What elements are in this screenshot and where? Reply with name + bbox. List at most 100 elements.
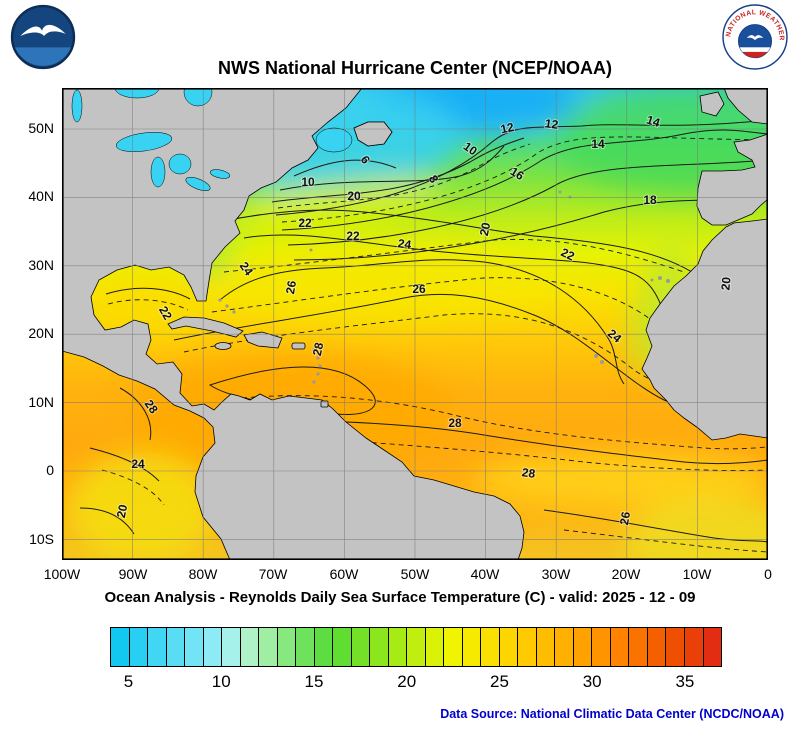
x-axis-label: 10W [682, 566, 712, 582]
contour-label: 20 [114, 503, 131, 519]
colorbar-block [406, 628, 425, 666]
y-axis-label: 30N [28, 257, 54, 273]
colorbar-block [165, 628, 185, 666]
contour-label: 28 [448, 416, 462, 430]
lake-michigan [150, 156, 166, 188]
x-axis-label: 80W [188, 566, 218, 582]
x-axis-label: 60W [329, 566, 359, 582]
colorbar-block [239, 628, 259, 666]
colorbar-tick-label: 35 [675, 672, 695, 691]
colorbar-block [147, 628, 166, 666]
seagull-icon [746, 35, 764, 41]
island-jamaica [214, 342, 232, 350]
colorbar-block [221, 628, 240, 666]
island-trinidad [320, 400, 329, 408]
lake-huron [168, 153, 192, 175]
landmasses [62, 88, 768, 560]
graticule [62, 88, 768, 560]
contour-label: 14 [645, 112, 662, 130]
colorbar-block [609, 628, 629, 666]
x-axis-label: 100W [43, 566, 81, 582]
gulf-of-st-lawrence [315, 127, 353, 153]
colorbar-block [461, 628, 481, 666]
contour-label: 18 [643, 193, 657, 207]
contour-label: 20 [718, 276, 733, 291]
james-bay [183, 88, 213, 107]
page-title: NWS National Hurricane Center (NCEP/NOAA… [217, 58, 613, 78]
lake-ontario [209, 169, 231, 179]
hudson-bay [114, 88, 160, 99]
colorbar-tick-label: 10 [211, 672, 231, 691]
contour-label: 28 [521, 465, 536, 481]
colorbar-block [332, 628, 351, 666]
colorbar-block [111, 628, 129, 666]
colorbar-block [665, 628, 684, 666]
y-axis-label: 40N [28, 188, 54, 204]
y-axis-label: 50N [28, 120, 54, 136]
x-axis-label: 70W [258, 566, 288, 582]
contour-label: 22 [298, 216, 312, 230]
y-axis-label: 10S [29, 531, 54, 547]
colorbar-block [350, 628, 370, 666]
noaa-logo-icon [10, 4, 76, 70]
colorbar-block [443, 628, 462, 666]
island-puerto-rico [291, 342, 306, 350]
colorbar-block [702, 628, 722, 666]
colorbar-block [480, 628, 499, 666]
lake-erie [185, 177, 211, 191]
colorbar-block [572, 628, 592, 666]
contour-label: 26 [617, 510, 633, 526]
contour-label: 28 [310, 341, 327, 357]
colorbar-tick-label: 5 [123, 672, 134, 691]
colorbar-block [535, 628, 555, 666]
x-axis-label: 50W [400, 566, 430, 582]
contour-label: 24 [131, 457, 145, 471]
contour-label: 22 [346, 229, 360, 243]
landmass-britain [723, 88, 768, 125]
colorbar [110, 627, 722, 667]
landmass-ireland [699, 91, 725, 117]
contour-label: 12 [544, 116, 559, 132]
colorbar-block [591, 628, 610, 666]
colorbar-block [184, 628, 203, 666]
colorbar-block [276, 628, 296, 666]
island-hispaniola [243, 331, 283, 349]
x-axis-label: 20W [611, 566, 641, 582]
colorbar-tick-label: 20 [397, 672, 417, 691]
y-axis-label: 20N [28, 325, 54, 341]
contour-label: 20 [347, 189, 361, 203]
nws-logo-icon: NATIONAL WEATHER SERVICE [722, 4, 788, 70]
landmass-europe [696, 133, 768, 226]
contour-label: 10 [301, 175, 315, 189]
colorbar-block [517, 628, 536, 666]
contour-label: 12 [499, 120, 515, 137]
island-newfoundland-top [353, 121, 393, 147]
colorbar-block [683, 628, 703, 666]
colorbar-tick-label: 15 [304, 672, 324, 691]
colorbar-block [387, 628, 407, 666]
colorbar-block [554, 628, 573, 666]
map-caption: Ocean Analysis - Reynolds Daily Sea Surf… [104, 589, 696, 606]
colorbar-tick-label: 30 [582, 672, 602, 691]
colorbar-block [369, 628, 388, 666]
x-axis-label: 40W [470, 566, 500, 582]
x-axis-label: 30W [541, 566, 571, 582]
landmass-americas [62, 88, 525, 560]
colorbar-block [258, 628, 277, 666]
contour-label: 20 [477, 221, 494, 237]
colorbar-block [128, 628, 148, 666]
colorbar-block [498, 628, 518, 666]
colorbar-block [424, 628, 444, 666]
contour-label: 26 [283, 279, 299, 295]
data-source: Data Source: National Climatic Data Cent… [440, 707, 784, 721]
colorbar-tick-label: 25 [489, 672, 509, 691]
colorbar-block [628, 628, 647, 666]
small-islands [218, 190, 670, 384]
colorbar-block [202, 628, 222, 666]
lake-winnipeg [71, 89, 83, 123]
colorbar-block [313, 628, 333, 666]
contour-label: 14 [591, 137, 605, 151]
